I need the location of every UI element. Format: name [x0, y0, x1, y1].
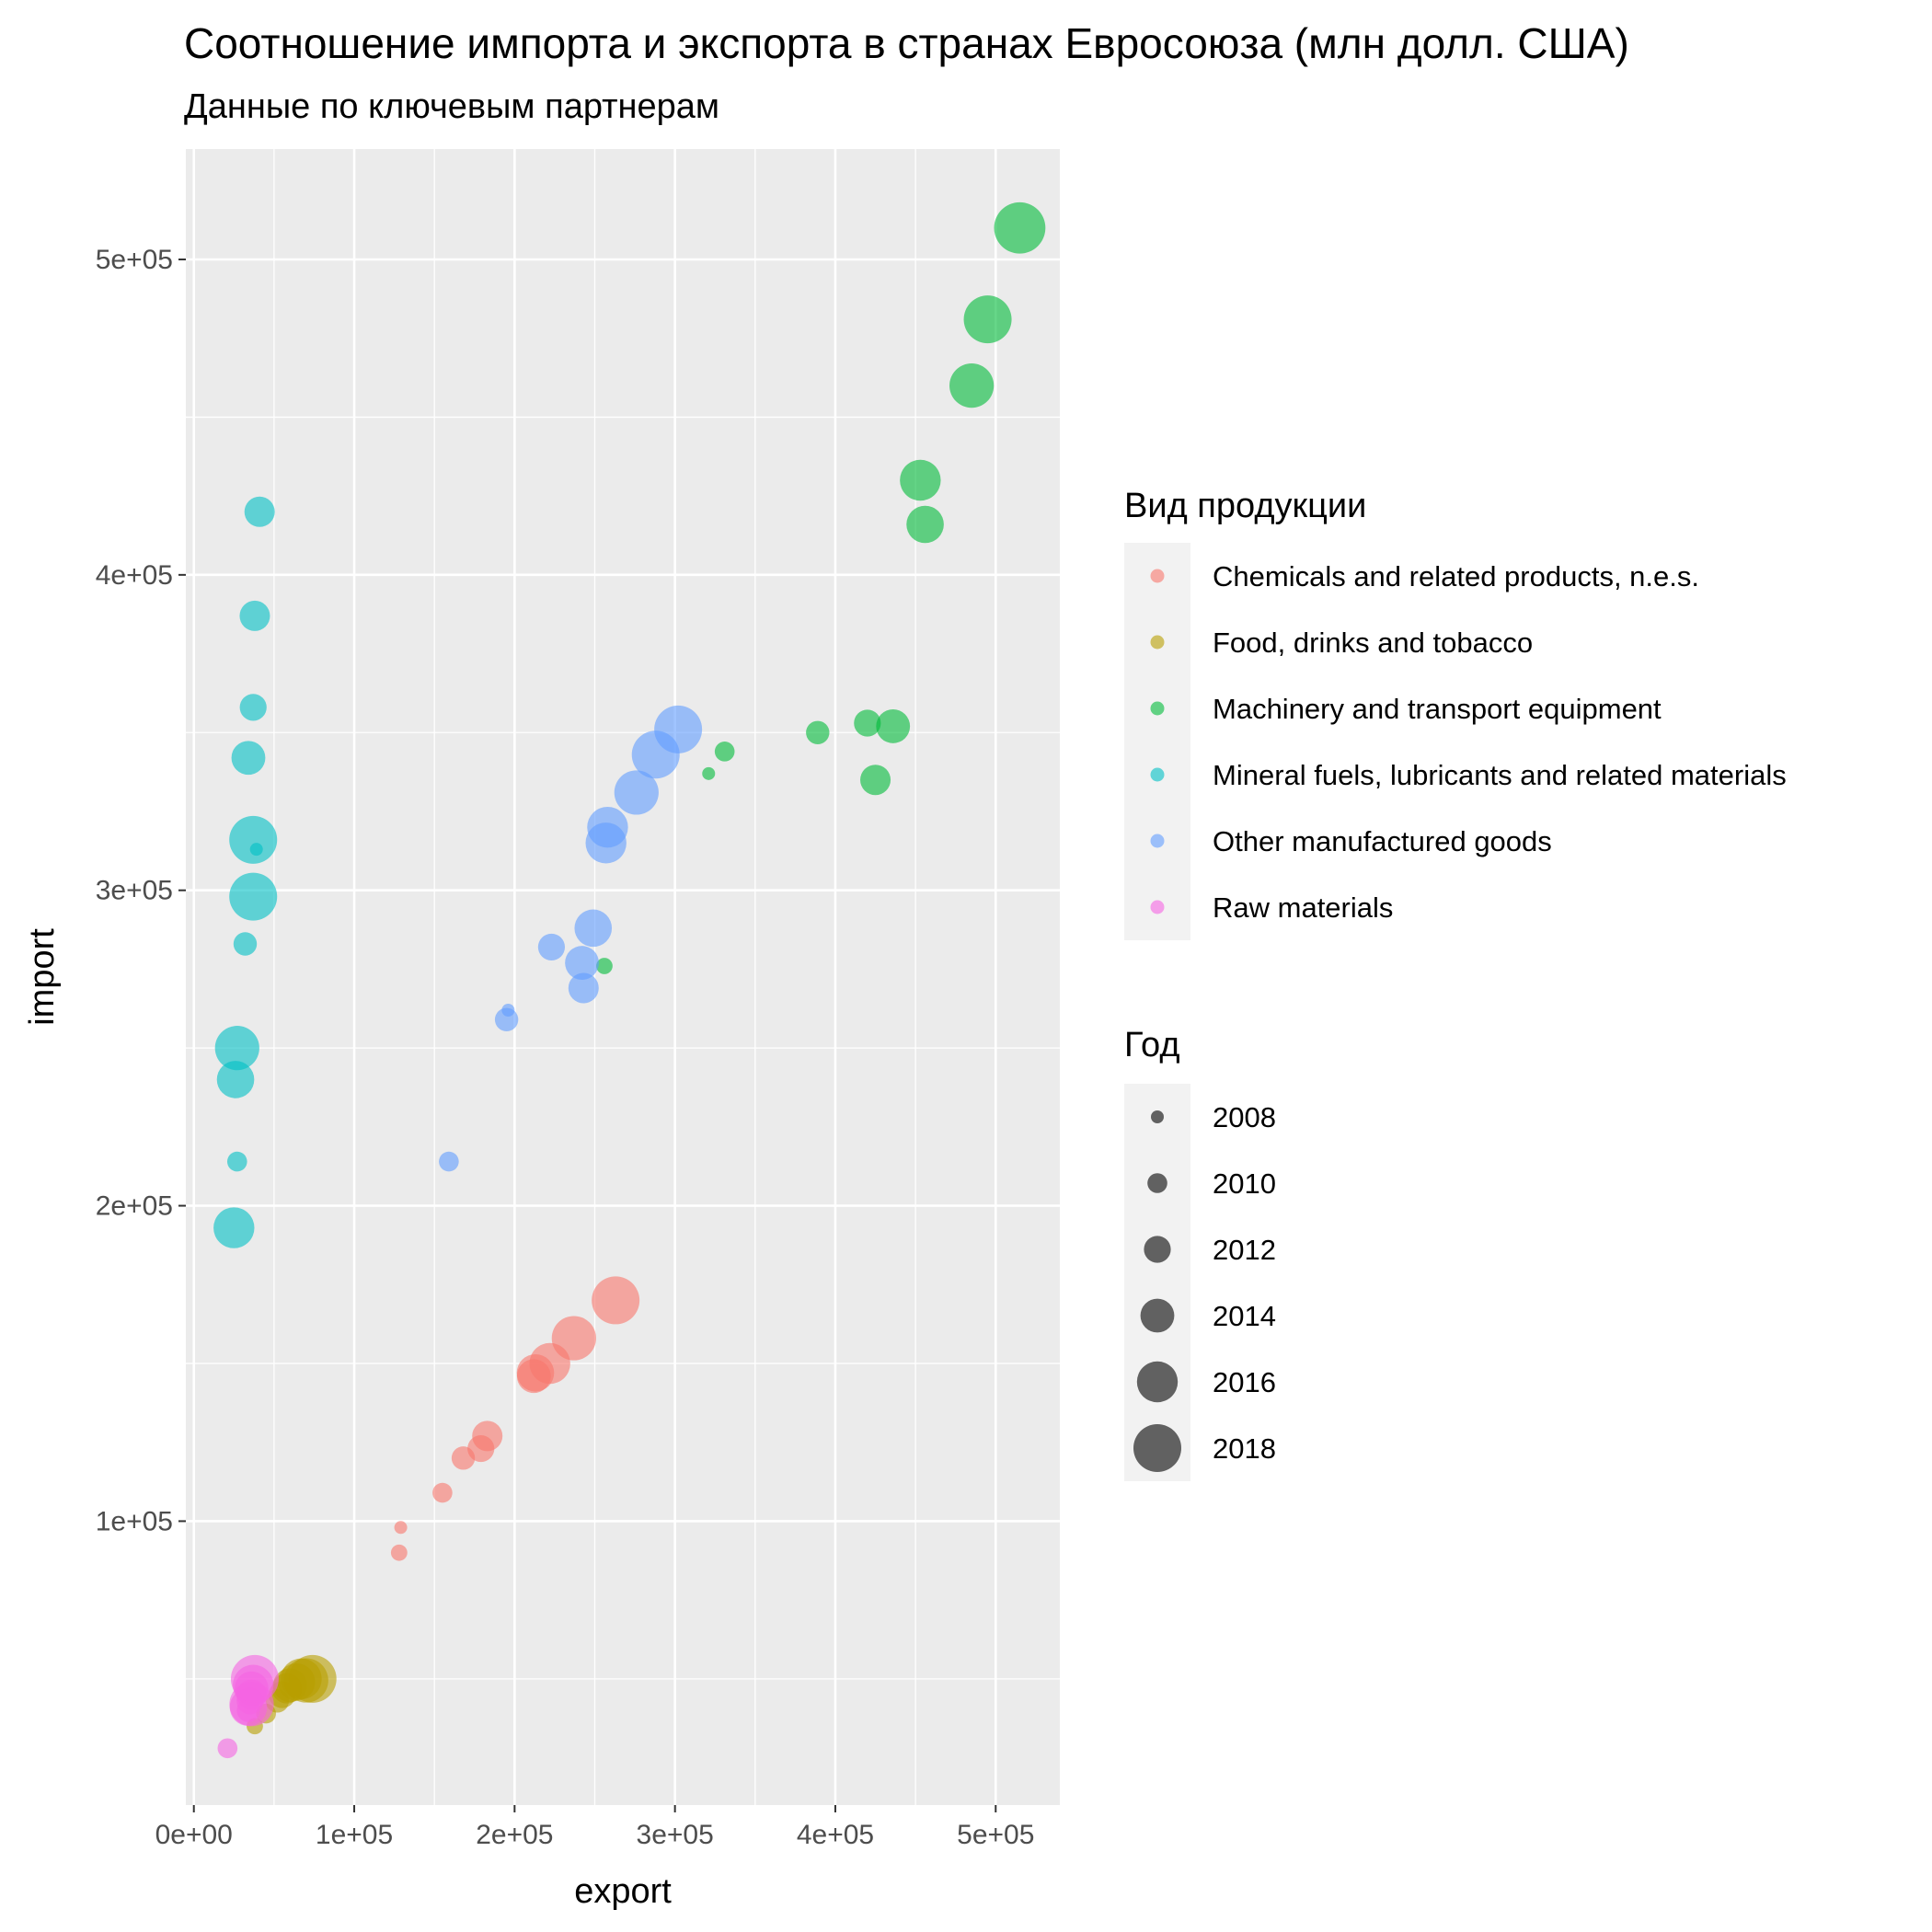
legend-color-key — [1150, 834, 1165, 848]
data-point — [596, 958, 613, 974]
size-legend-keys-bg — [1124, 1084, 1190, 1481]
legend-color-label: Mineral fuels, lubricants and related ma… — [1213, 759, 1787, 791]
data-point — [216, 1061, 255, 1098]
legend-size-label: 2012 — [1213, 1234, 1276, 1266]
y-axis-title: import — [23, 928, 62, 1026]
data-point — [233, 932, 258, 956]
data-point — [614, 770, 659, 815]
data-point — [494, 1007, 519, 1031]
x-tick-label: 5e+05 — [957, 1820, 1034, 1850]
legend-size-label: 2016 — [1213, 1366, 1276, 1398]
y-tick-label: 4e+05 — [96, 560, 173, 591]
data-point — [288, 1654, 337, 1703]
data-point — [244, 496, 275, 527]
data-point — [565, 946, 599, 980]
data-point — [213, 1207, 255, 1248]
legend-size-label: 2014 — [1213, 1300, 1276, 1332]
data-point — [432, 1482, 453, 1503]
legend-color-label: Machinery and transport equipment — [1213, 693, 1662, 725]
data-point — [390, 1544, 408, 1561]
legend-size-key — [1151, 1110, 1164, 1123]
y-tick-label: 5e+05 — [96, 245, 173, 275]
legend-size-key — [1136, 1361, 1179, 1403]
data-points — [213, 201, 1046, 1759]
data-point — [229, 872, 278, 921]
data-point — [551, 1316, 596, 1361]
x-tick-label: 1e+05 — [316, 1820, 393, 1850]
data-point — [806, 720, 830, 744]
x-tick-label: 2e+05 — [476, 1820, 553, 1850]
data-point — [394, 1521, 408, 1535]
data-point — [860, 765, 891, 796]
y-axis: 1e+05 2e+05 3e+05 4e+05 5e+05 — [96, 245, 186, 1536]
legend-size-label: 2008 — [1213, 1101, 1276, 1133]
x-tick-label: 3e+05 — [637, 1820, 714, 1850]
color-legend: Chemicals and related products, n.e.s. Fo… — [1150, 560, 1787, 924]
legend-size-key — [1133, 1424, 1181, 1472]
data-point — [900, 459, 941, 501]
y-tick-label: 2e+05 — [96, 1191, 173, 1222]
data-point — [439, 1151, 459, 1172]
data-point — [592, 1276, 640, 1325]
legend-size-key — [1144, 1236, 1171, 1263]
data-point — [854, 709, 881, 737]
legend-color-label: Raw materials — [1213, 891, 1393, 924]
data-point — [226, 1151, 247, 1172]
data-point — [587, 806, 628, 848]
x-tick-label: 4e+05 — [797, 1820, 874, 1850]
legend-color-key — [1150, 701, 1165, 716]
size-legend-title: Год — [1124, 1026, 1180, 1064]
data-point — [229, 815, 278, 864]
data-point — [654, 705, 703, 753]
data-point — [994, 201, 1046, 254]
x-tick-label: 0e+00 — [155, 1820, 233, 1850]
data-point — [714, 742, 735, 762]
legend-color-label: Chemicals and related products, n.e.s. — [1213, 560, 1699, 592]
size-legend: 2008 2010 2012 2014 2016 2018 — [1133, 1101, 1276, 1472]
data-point — [231, 741, 266, 776]
data-point — [239, 694, 267, 721]
grid-major — [186, 149, 1060, 1805]
color-legend-keys-bg — [1124, 543, 1190, 940]
data-point — [949, 363, 995, 408]
data-point — [963, 295, 1012, 344]
data-point — [574, 909, 613, 948]
data-point — [217, 1738, 238, 1759]
y-tick-label: 3e+05 — [96, 876, 173, 906]
plot-panel — [186, 149, 1060, 1805]
legend-color-label: Other manufactured goods — [1213, 825, 1552, 857]
legend-color-key — [1150, 635, 1165, 650]
legend-color-label: Food, drinks and tobacco — [1213, 627, 1533, 659]
chart-title: Соотношение импорта и экспорта в странах… — [184, 19, 1629, 67]
data-point — [472, 1420, 503, 1452]
legend-size-key — [1140, 1298, 1175, 1333]
legend-color-key — [1150, 900, 1165, 914]
color-legend-title: Вид продукции — [1124, 487, 1366, 525]
x-axis-title: export — [574, 1872, 672, 1911]
x-axis: 0e+00 1e+05 2e+05 3e+05 4e+05 5e+05 — [155, 1805, 1034, 1850]
data-point — [239, 600, 270, 631]
chart-subtitle: Данные по ключевым партнерам — [184, 87, 719, 126]
legend-size-label: 2010 — [1213, 1167, 1276, 1200]
legend-color-key — [1150, 767, 1165, 782]
data-point — [230, 1654, 279, 1703]
data-point — [702, 766, 716, 780]
data-point — [906, 505, 944, 544]
data-point — [214, 1026, 259, 1071]
legend-size-key — [1147, 1173, 1167, 1193]
data-point — [568, 972, 599, 1004]
data-point — [876, 709, 911, 743]
y-tick-label: 1e+05 — [96, 1506, 173, 1536]
data-point — [537, 933, 566, 961]
legend-size-label: 2018 — [1213, 1432, 1276, 1465]
legend-color-key — [1150, 569, 1165, 583]
